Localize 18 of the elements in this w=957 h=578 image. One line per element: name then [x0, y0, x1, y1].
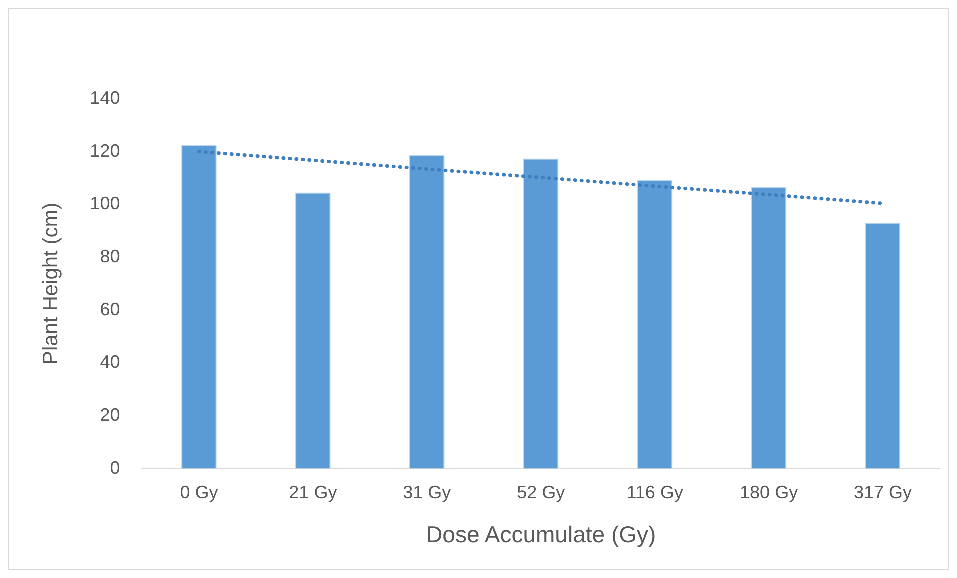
x-tick-label: 21 Gy: [289, 482, 338, 503]
y-tick-label: 60: [100, 299, 120, 320]
x-tick-label: 52 Gy: [517, 482, 566, 503]
y-tick-label: 40: [100, 352, 120, 372]
x-tick-label: 0 Gy: [180, 482, 218, 503]
y-tick-label: 20: [100, 404, 120, 425]
y-axis-title: Plant Height (cm): [39, 202, 62, 366]
y-tick-label: 0: [110, 458, 120, 478]
x-tick-label: 317 Gy: [854, 482, 912, 503]
x-tick-label: 31 Gy: [403, 482, 452, 503]
x-axis-title: Dose Accumulate (Gy): [426, 522, 656, 548]
x-tick-label: 180 Gy: [740, 482, 798, 503]
y-tick-label: 140: [90, 88, 120, 108]
y-tick-label: 120: [90, 140, 120, 161]
y-tick-label: 80: [100, 246, 120, 266]
line-series: [197, 150, 885, 206]
y-tick-label: 100: [90, 194, 120, 214]
x-tick-label: 116 Gy: [626, 482, 684, 503]
